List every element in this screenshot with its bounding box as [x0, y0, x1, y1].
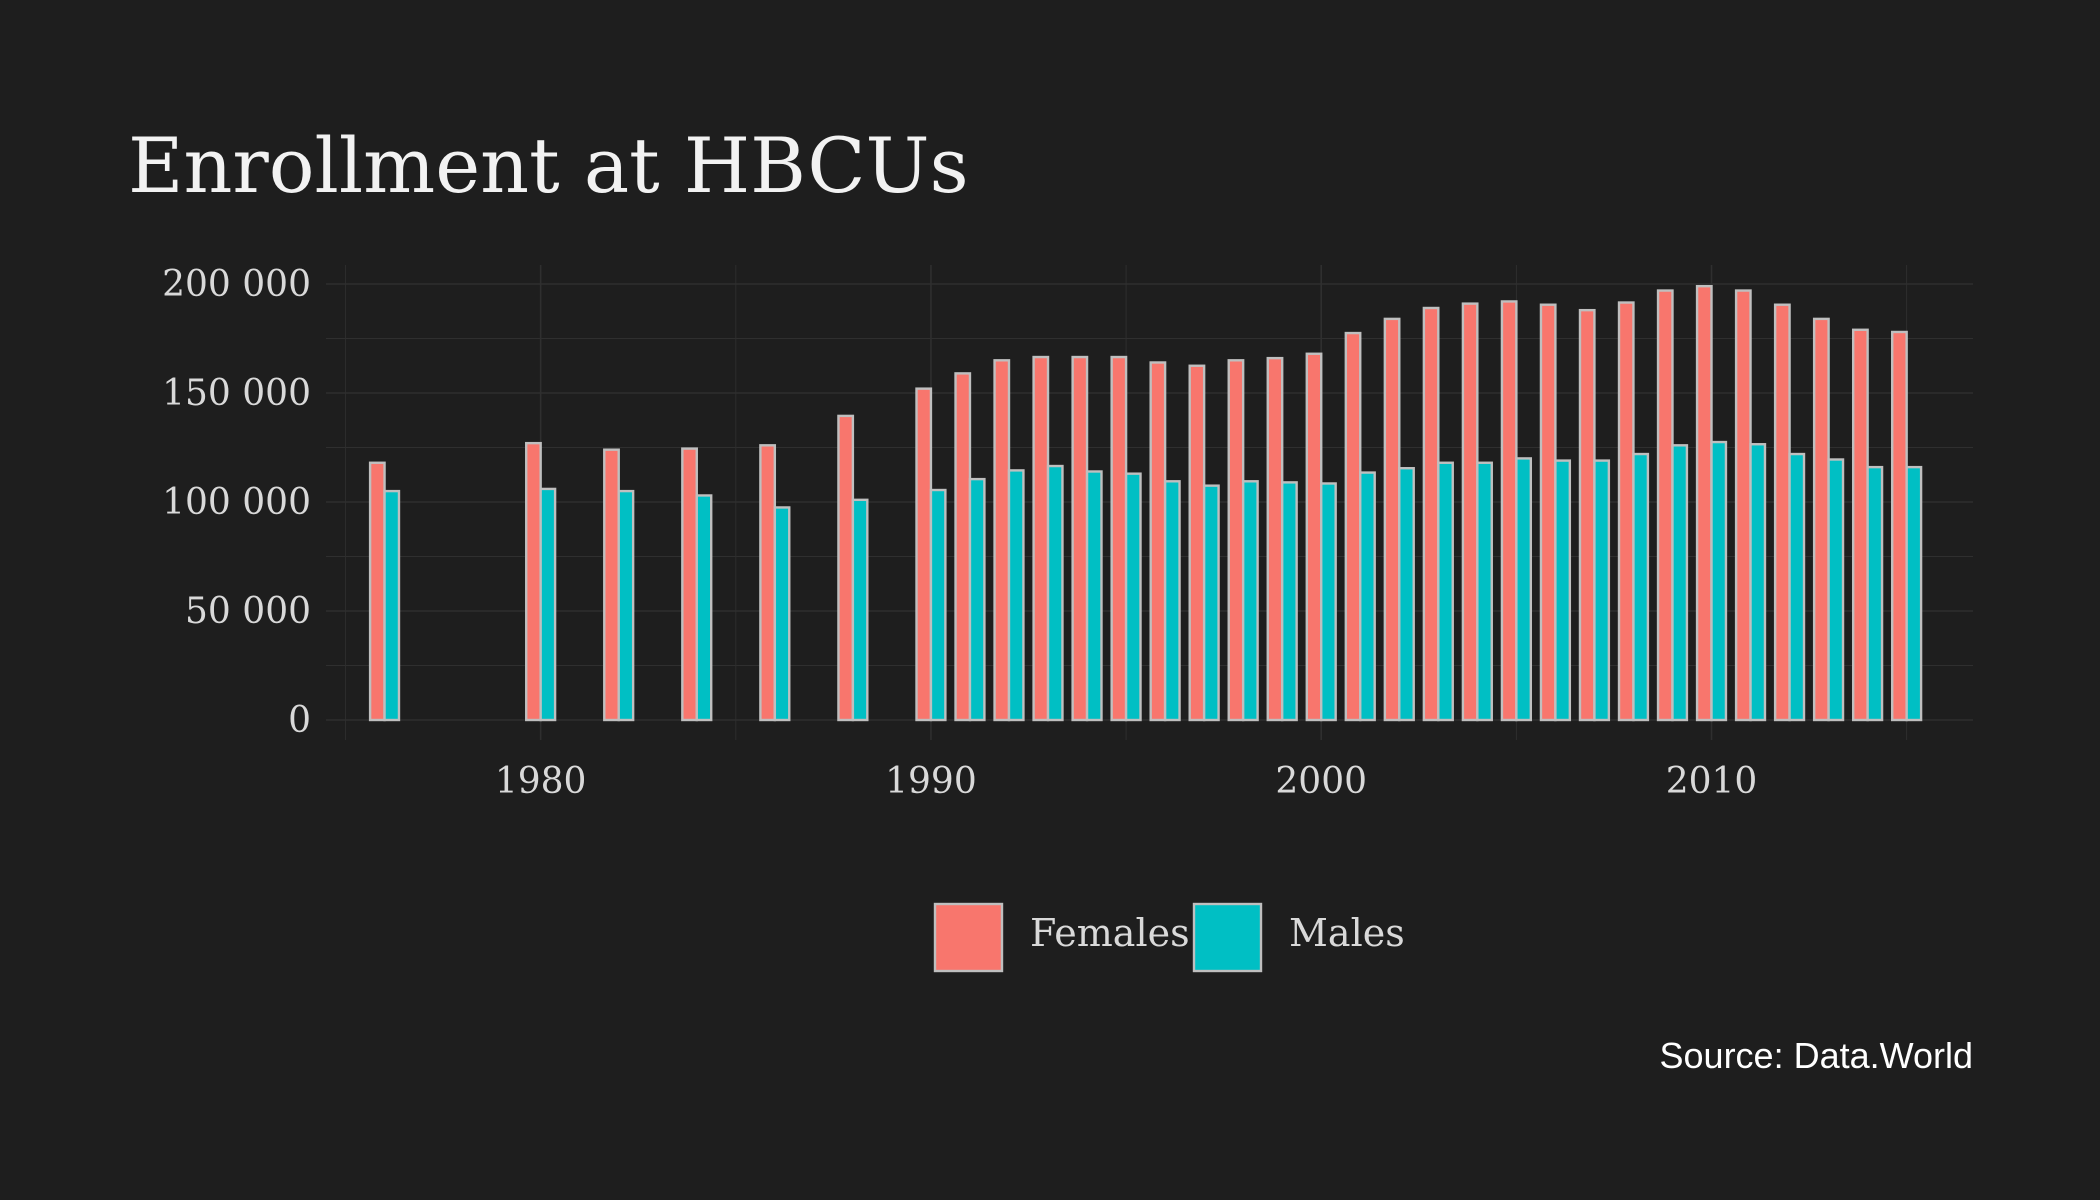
bars — [368, 284, 1923, 722]
bar-females-1997 — [1188, 364, 1206, 722]
bar-males-2003 — [1437, 461, 1454, 722]
bar-females-2010 — [1695, 284, 1713, 722]
bar-males-2013 — [1827, 458, 1845, 722]
y-tick-label: 100 000 — [162, 482, 311, 523]
bar-females-1995 — [1110, 355, 1128, 722]
bar-males-2004 — [1476, 461, 1493, 722]
bar-females-2002 — [1383, 317, 1401, 722]
legend-label-males: Males — [1289, 911, 1405, 955]
bar-males-1999 — [1280, 481, 1298, 722]
bar-males-1976 — [383, 489, 401, 722]
bar-females-1984 — [681, 447, 698, 722]
legend: Females Males — [933, 902, 1405, 973]
bar-females-1986 — [759, 444, 777, 722]
bar-females-1992 — [993, 359, 1011, 722]
bar-females-2003 — [1422, 306, 1440, 722]
bar-males-1980 — [539, 487, 557, 722]
bar-males-1997 — [1202, 484, 1220, 722]
bar-females-1991 — [954, 372, 972, 722]
bar-males-1988 — [851, 498, 869, 722]
bar-males-1986 — [773, 506, 791, 722]
bar-females-1998 — [1227, 359, 1245, 722]
bar-females-2014 — [1851, 328, 1869, 722]
bar-females-2009 — [1656, 289, 1674, 722]
bar-females-2013 — [1812, 317, 1830, 722]
bar-females-2015 — [1891, 330, 1908, 722]
bar-males-2006 — [1554, 459, 1572, 722]
bar-females-2005 — [1500, 300, 1518, 722]
bar-males-1991 — [968, 477, 986, 722]
y-axis-ticks: 0 50 000 100 000 150 000 200 000 — [162, 264, 311, 741]
x-tick-label: 1980 — [495, 761, 587, 802]
legend-key-females — [933, 902, 1004, 973]
bar-males-2011 — [1749, 443, 1767, 722]
bar-males-1995 — [1124, 472, 1142, 722]
chart-title: Enrollment at HBCUs — [128, 121, 969, 210]
bar-females-2007 — [1578, 308, 1596, 722]
bar-males-2010 — [1710, 440, 1728, 722]
bar-males-2015 — [1905, 465, 1923, 722]
bar-females-1982 — [603, 448, 620, 722]
bar-females-2008 — [1617, 301, 1635, 722]
bar-females-2000 — [1305, 352, 1323, 722]
bar-males-1996 — [1163, 480, 1181, 722]
legend-key-males — [1192, 902, 1263, 973]
bar-females-1980 — [525, 441, 542, 722]
bar-males-2012 — [1788, 452, 1806, 722]
y-tick-label: 50 000 — [185, 591, 311, 632]
bar-males-2000 — [1320, 482, 1337, 722]
bar-males-2007 — [1593, 459, 1611, 722]
bar-males-2005 — [1515, 457, 1533, 722]
y-tick-label: 200 000 — [162, 264, 311, 305]
bar-males-1994 — [1085, 470, 1103, 722]
bar-females-2012 — [1773, 303, 1791, 722]
bar-females-2006 — [1539, 303, 1557, 722]
bar-males-2001 — [1359, 471, 1376, 722]
y-tick-label: 0 — [288, 700, 311, 741]
bar-females-2004 — [1461, 302, 1479, 722]
bar-males-1984 — [695, 494, 713, 722]
bar-males-1992 — [1007, 469, 1025, 722]
bar-males-2014 — [1866, 465, 1884, 722]
x-tick-label: 1990 — [885, 761, 977, 802]
x-tick-label: 2010 — [1666, 761, 1758, 802]
y-tick-label: 150 000 — [162, 373, 311, 414]
bar-females-1993 — [1032, 355, 1050, 722]
bar-females-1976 — [368, 461, 386, 722]
x-axis-ticks: 1980 1990 2000 2010 — [495, 761, 1757, 802]
bar-females-1988 — [837, 414, 855, 722]
bar-males-1990 — [929, 488, 947, 722]
bar-females-1996 — [1149, 361, 1167, 722]
bar-males-1993 — [1046, 464, 1064, 722]
bar-females-1994 — [1071, 355, 1089, 722]
bar-males-2009 — [1671, 444, 1689, 722]
bar-females-2001 — [1344, 331, 1362, 722]
x-tick-label: 2000 — [1275, 761, 1367, 802]
source-caption: Source: Data.World — [1660, 1035, 1973, 1076]
bar-females-1990 — [915, 387, 933, 722]
bar-males-1982 — [617, 489, 635, 722]
bar-females-1999 — [1266, 356, 1284, 722]
bar-males-1998 — [1241, 480, 1259, 722]
bar-females-2011 — [1734, 289, 1752, 722]
bar-males-2008 — [1632, 452, 1650, 722]
bar-males-2002 — [1398, 467, 1415, 722]
legend-label-females: Females — [1030, 911, 1190, 955]
